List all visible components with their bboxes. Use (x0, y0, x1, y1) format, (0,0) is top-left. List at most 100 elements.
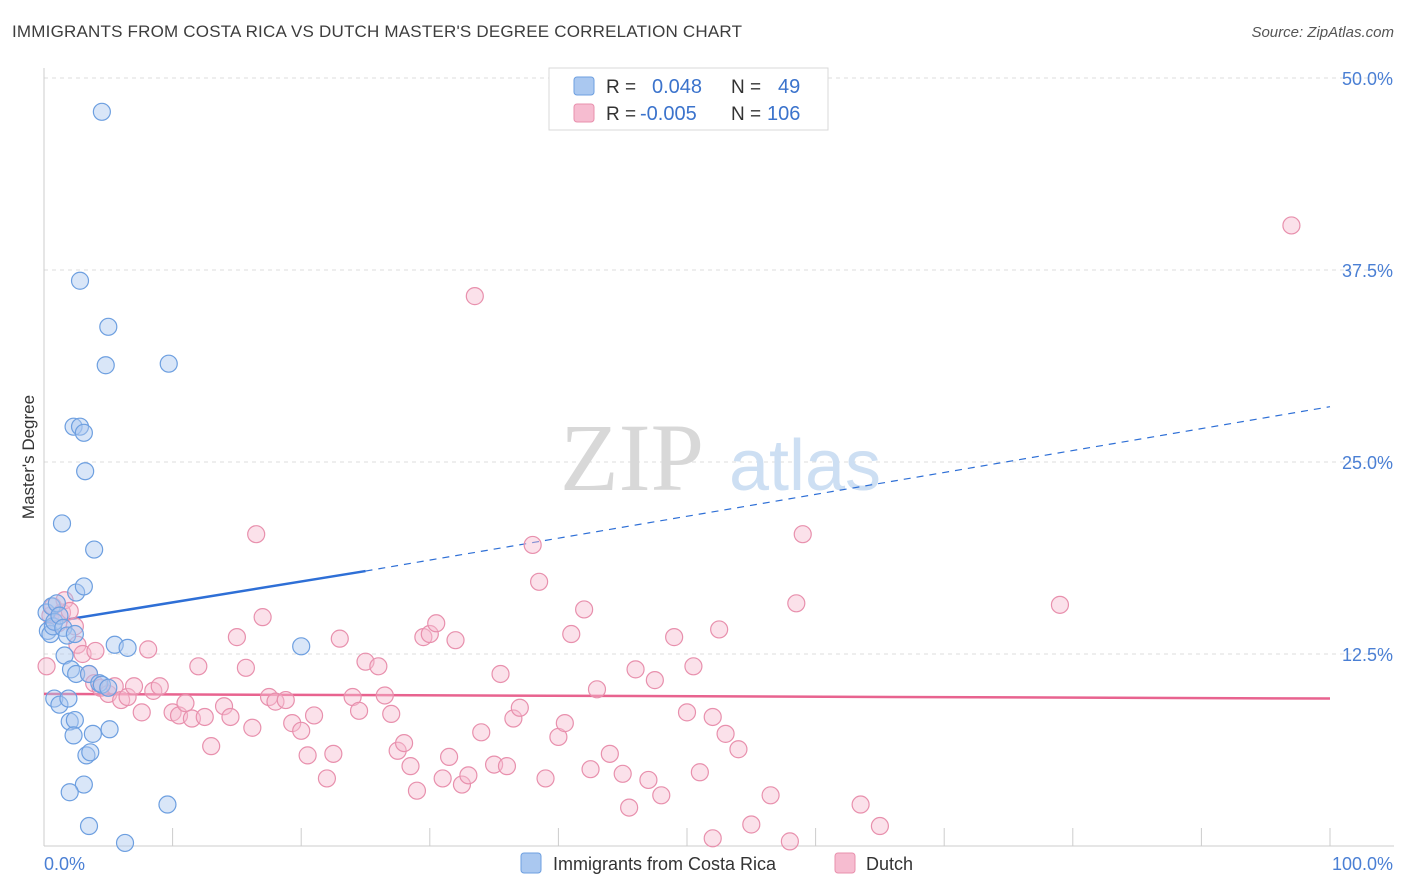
costa-rica-point (64, 417, 83, 436)
costa-rica-point (159, 354, 178, 373)
legend-label-dutch: Dutch (866, 854, 913, 874)
stats-n-label-pink: N = (731, 104, 761, 125)
dutch-point (652, 786, 671, 805)
stats-r-value-blue: 0.048 (652, 76, 702, 98)
costa-rica-point (92, 102, 111, 121)
dutch-trend (43, 692, 1331, 700)
stats-n-label-blue: N = (731, 77, 761, 98)
dutch-point (349, 701, 369, 720)
costa-rica-point (74, 775, 93, 794)
dutch-point (575, 600, 594, 619)
costa-rica-point (50, 695, 69, 714)
dutch-points (37, 216, 1301, 851)
dutch-point (626, 660, 645, 679)
dutch-point (401, 757, 420, 776)
dutch-point (716, 724, 735, 743)
dutch-point (497, 757, 517, 776)
stats-legend: R = 0.048 N = 49 R = -0.005 N = 106 (548, 67, 829, 131)
costa-rica-point (67, 664, 86, 684)
dutch-point (317, 769, 337, 788)
costa-rica-point (81, 743, 100, 762)
dutch-point (684, 657, 703, 676)
dutch-point (665, 628, 684, 647)
dutch-point (37, 657, 56, 676)
y-tick-label: 25.0% (1342, 453, 1393, 473)
costa-rica-point (292, 637, 311, 656)
costa-rica-point (59, 689, 78, 708)
trend-lines (43, 406, 1331, 700)
dutch-point (472, 723, 491, 742)
costa-rica-point (96, 356, 115, 375)
costa-rica-point (65, 624, 84, 644)
legend-swatch-dutch (834, 852, 856, 874)
dutch-point (677, 703, 697, 722)
costa-rica-point (70, 271, 90, 290)
dutch-point (176, 694, 195, 713)
dutch-point (243, 718, 262, 737)
dutch-point (613, 764, 632, 783)
costa-rica-point (115, 833, 135, 853)
dutch-point (324, 744, 343, 763)
stats-r-label-pink: R = (606, 104, 636, 125)
dutch-point (221, 707, 240, 727)
dutch-point (427, 614, 446, 633)
dutch-point (375, 686, 394, 705)
legend-swatch-costa-rica (520, 852, 542, 874)
dutch-point (236, 658, 256, 677)
dutch-point (139, 640, 158, 659)
dutch-point (555, 714, 574, 733)
dutch-point (465, 287, 484, 306)
dutch-point (132, 703, 151, 722)
costa-rica-point (42, 597, 61, 616)
y-tick-label: 50.0% (1342, 69, 1393, 89)
y-tick-label: 12.5% (1342, 645, 1393, 665)
dutch-point (118, 687, 137, 707)
dutch-point (510, 698, 529, 717)
stats-swatch-blue (573, 76, 595, 96)
dutch-point (202, 737, 221, 756)
dutch-point (420, 624, 439, 644)
dutch-point (150, 677, 169, 696)
dutch-point (600, 744, 619, 763)
dutch-point (523, 535, 542, 555)
stats-r-label-blue: R = (606, 77, 636, 98)
chart-title: IMMIGRANTS FROM COSTA RICA VS DUTCH MAST… (12, 22, 743, 41)
dutch-point (639, 770, 658, 790)
dutch-point (504, 709, 523, 728)
dutch-point (787, 594, 806, 613)
dutch-point (86, 641, 105, 661)
costa-rica-point (58, 626, 77, 645)
x-tick-label: 0.0% (44, 854, 85, 874)
costa-rica-point (83, 724, 102, 743)
costa-rica-point (65, 710, 84, 730)
costa-rica-point (99, 678, 118, 697)
dutch-point (446, 631, 465, 650)
dutch-point (1282, 216, 1301, 235)
costa-rica-point (74, 577, 93, 596)
dutch-point (195, 707, 214, 727)
stats-legend-box (548, 67, 829, 131)
dutch-point (394, 733, 414, 753)
dutch-point (491, 664, 510, 684)
y-axis-label: Master's Degree (19, 395, 38, 519)
dutch-point (703, 829, 722, 848)
costa-rica-point (52, 514, 72, 533)
watermark-zip: ZIP (560, 404, 704, 511)
dutch-point (68, 635, 87, 654)
legend-label-costa-rica: Immigrants from Costa Rica (553, 854, 777, 874)
dutch-point (562, 624, 581, 644)
watermark-atlas: atlas (729, 426, 881, 506)
dutch-point (330, 629, 349, 648)
source-label: Source: ZipAtlas.com (1251, 24, 1394, 41)
x-tick-labels: 0.0% 100.0% (44, 854, 1393, 874)
dutch-point (851, 795, 870, 814)
dutch-point (65, 617, 84, 636)
costa-rica-trend-solid (43, 569, 366, 625)
dutch-point (439, 747, 459, 767)
costa-rica-point (74, 423, 93, 442)
dutch-point (407, 781, 427, 800)
dutch-point (459, 766, 478, 785)
costa-rica-point (64, 726, 83, 745)
watermark: ZIP atlas (560, 404, 881, 511)
